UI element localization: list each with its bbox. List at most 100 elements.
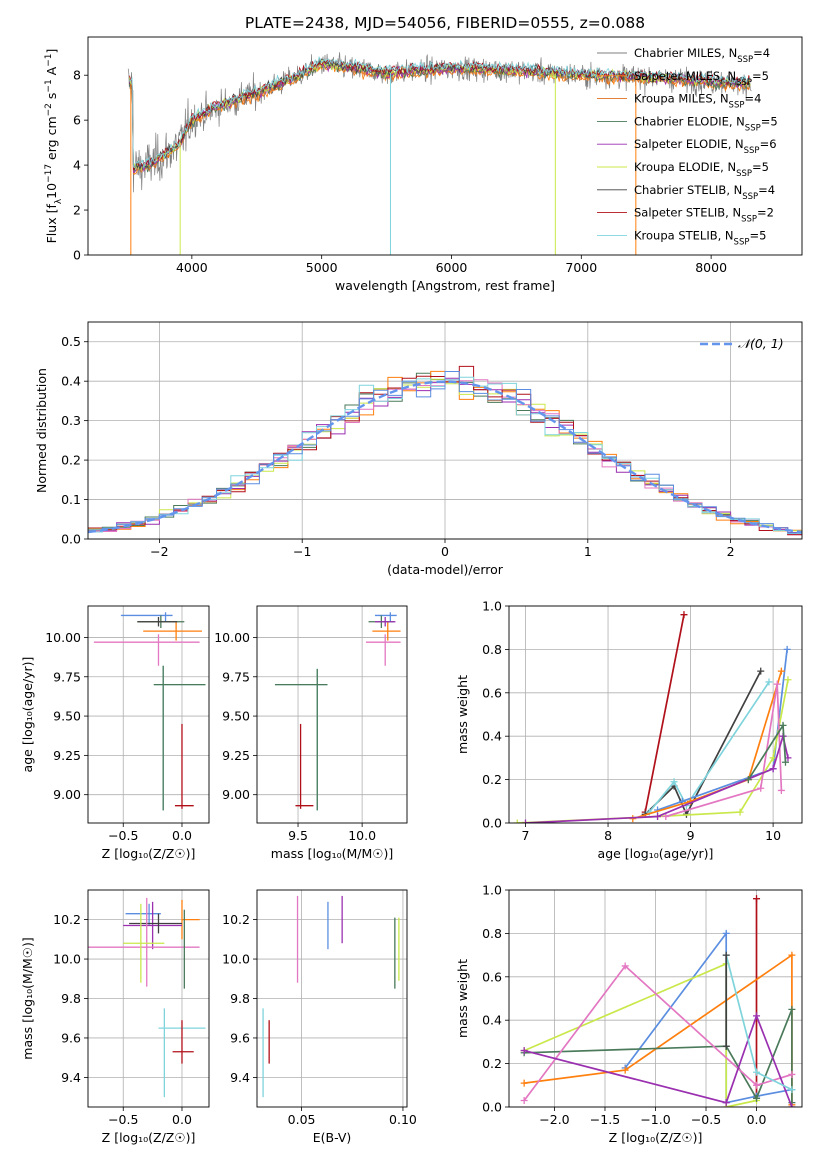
weight-marker: [773, 680, 781, 688]
y-tick-label: 9.25: [53, 748, 81, 763]
y-tick-label: 9.8: [61, 991, 81, 1006]
weight-marker: [753, 1012, 761, 1020]
y-tick-label: 10.0: [53, 952, 81, 967]
x-tick-label: 10.0: [348, 828, 376, 843]
x-tick-label: −1.5: [590, 1112, 620, 1127]
x-tick-label: 5000: [306, 260, 338, 275]
histogram-series: [88, 371, 802, 534]
axes-frame: [87, 36, 803, 256]
y-tick-label: 9.50: [53, 709, 81, 724]
weight-marker: [520, 1079, 528, 1087]
x-tick-label: 8: [604, 828, 612, 843]
y-tick-label: 0.4: [482, 1013, 502, 1028]
mass-vs-Z-panel: −0.5 0.0 9.4 9.6 9.8 10.0 10.2 Z [log₁₀(Z/Z☉)] m…: [20, 889, 210, 1145]
x-tick-label: −0.5: [691, 1112, 721, 1127]
x-tick-label: 9.5: [288, 828, 308, 843]
y-axis-label: Normed distribution: [34, 368, 49, 493]
plot-area: [93, 612, 206, 811]
x-axis-label: (data-model)/error: [387, 562, 504, 577]
x-tick-label: 0.10: [389, 1112, 417, 1127]
weight-marker: [522, 819, 530, 823]
y-tick-label: 9.50: [222, 709, 250, 724]
y-tick-label: 9.4: [230, 1070, 250, 1085]
x-axis-label: Z [log₁₀(Z/Z☉)]: [102, 846, 196, 861]
weight-marker: [753, 1068, 761, 1076]
y-tick-label: 9.75: [53, 669, 81, 684]
y-tick-label: 9.00: [222, 787, 250, 802]
x-axis-label: Z [log₁₀(Z/Z☉)]: [609, 1130, 703, 1145]
weight-marker: [513, 819, 521, 823]
weight-marker: [722, 1099, 730, 1107]
grid-lines: [88, 606, 209, 823]
weight-marker: [722, 951, 730, 959]
weight-marker: [788, 1005, 796, 1013]
grid-lines: [257, 890, 407, 1107]
plot-area: [274, 612, 401, 811]
weight-marker: [757, 784, 765, 792]
weight-marker: [621, 962, 629, 970]
y-tick-label: 0.4: [482, 729, 502, 744]
y-tick-label: 9.4: [61, 1070, 81, 1085]
axes-frame: [87, 605, 210, 824]
weight-marker: [757, 667, 765, 675]
y-tick-label: 0.4: [61, 374, 81, 389]
plot-area: [513, 611, 792, 823]
weight-marker: [783, 645, 791, 653]
y-tick-label: 9.00: [53, 787, 81, 802]
y-tick-label: 0.0: [482, 816, 502, 831]
y-axis-label: age [log₁₀(age/yr)]: [20, 657, 35, 773]
y-tick-label: 0.8: [482, 642, 502, 657]
weight-marker: [788, 1086, 796, 1094]
y-tick-label: 1.0: [482, 599, 502, 614]
legend-entry: Salpeter ELODIE, NSSP=6: [634, 137, 777, 156]
weight-marker: [670, 778, 678, 786]
x-tick-label: 10: [765, 828, 781, 843]
y-tick-label: 0.2: [482, 1056, 502, 1071]
weight-marker: [722, 1042, 730, 1050]
x-tick-label: 7000: [565, 260, 597, 275]
weight-line: [665, 683, 783, 818]
axes-frame: [87, 889, 210, 1108]
weight-marker: [765, 678, 773, 686]
x-axis-label: Z [log₁₀(Z/Z☉)]: [102, 1130, 196, 1145]
weight-marker: [654, 812, 662, 820]
legend-entry: Kroupa STELIB, NSSP=5: [634, 228, 766, 247]
legend-entry: Kroupa ELODIE, NSSP=5: [634, 160, 769, 179]
y-tick-label: 0.5: [61, 334, 81, 349]
y-tick-label: 0.3: [61, 413, 81, 428]
x-tick-label: 6000: [436, 260, 468, 275]
residuals-panel: −2 −1 0 1 2 0.0 0.1 0.2 0.3 0.4 0.5 (data-model)/er…: [34, 321, 803, 577]
x-tick-label: 7: [522, 828, 530, 843]
weight-line: [523, 962, 757, 1107]
legend-entry: Chabrier STELIB, NSSP=4: [634, 183, 775, 202]
x-axis-label: E(B-V): [313, 1130, 352, 1145]
x-axis-label: wavelength [Angstrom, rest frame]: [335, 278, 555, 293]
y-tick-label: 10.00: [45, 630, 81, 645]
weight-line: [648, 681, 770, 813]
axes-frame: [508, 605, 803, 824]
y-tick-label: 8: [73, 68, 81, 83]
y-tick-label: 9.6: [230, 1030, 250, 1045]
legend-entry: Kroupa MILES, NSSP=4: [634, 92, 761, 111]
x-tick-label: 1: [584, 544, 592, 559]
y-tick-label: 0.8: [482, 926, 502, 941]
weight-line: [644, 614, 685, 813]
weight-marker: [753, 1081, 761, 1089]
plot-area: [88, 365, 802, 536]
x-tick-label: −1: [293, 544, 311, 559]
weight-line: [517, 679, 789, 823]
weight-vs-Z-panel: −2.0 −1.5 −1.0 −0.5 0.0 0.0 0.2 0.4 0.6 0.8 1.0 Z […: [455, 883, 803, 1145]
weight-marker: [777, 786, 785, 794]
weight-marker: [769, 765, 777, 773]
weight-marker: [753, 895, 761, 903]
legend-entry: Salpeter STELIB, NSSP=2: [634, 206, 774, 225]
y-tick-label: 9.75: [222, 669, 250, 684]
axes-frame: [256, 605, 408, 824]
weight-marker: [520, 1047, 528, 1055]
plot-area: [127, 52, 752, 255]
spectrum-panel: 4000 5000 6000 7000 8000 0 2 4 6 8 wavelength [Ang…: [44, 36, 803, 293]
grid-lines: [257, 606, 407, 823]
y-tick-label: 2: [73, 203, 81, 218]
y-tick-label: 0.0: [61, 532, 81, 547]
